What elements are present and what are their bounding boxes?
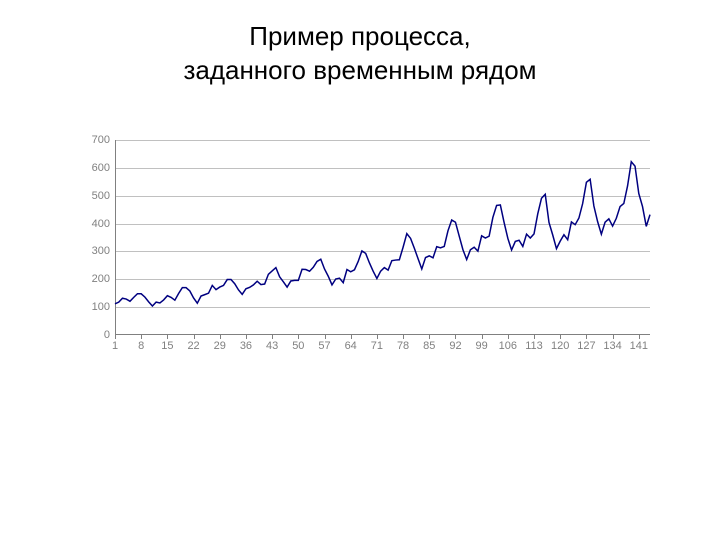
x-axis-label: 64 (345, 340, 357, 352)
x-tick (167, 335, 168, 339)
x-axis-label: 106 (499, 340, 517, 352)
x-tick (482, 335, 483, 339)
x-tick (455, 335, 456, 339)
x-tick (586, 335, 587, 339)
x-axis-label: 141 (630, 340, 648, 352)
x-axis-label: 113 (525, 340, 543, 352)
title-line1: Пример процесса, (249, 21, 470, 51)
x-tick (534, 335, 535, 339)
x-tick (639, 335, 640, 339)
x-tick (220, 335, 221, 339)
x-tick (403, 335, 404, 339)
time-series-chart: 0100200300400500600700181522293643505764… (75, 140, 655, 370)
slide-title: Пример процесса, заданного временным ряд… (0, 0, 720, 88)
x-tick (194, 335, 195, 339)
x-axis-label: 50 (292, 340, 304, 352)
line-series (115, 140, 650, 335)
x-axis-label: 127 (577, 340, 595, 352)
x-tick (351, 335, 352, 339)
x-tick (377, 335, 378, 339)
x-axis-label: 1 (112, 340, 118, 352)
x-axis-label: 78 (397, 340, 409, 352)
x-tick (560, 335, 561, 339)
x-axis-label: 22 (187, 340, 199, 352)
x-axis-label: 99 (476, 340, 488, 352)
x-axis-label: 92 (449, 340, 461, 352)
title-line2: заданного временным рядом (183, 55, 536, 85)
series-line (115, 162, 650, 306)
x-tick (115, 335, 116, 339)
y-axis-label: 200 (80, 273, 110, 285)
y-axis-label: 700 (80, 134, 110, 146)
y-axis-label: 0 (80, 329, 110, 341)
x-tick (246, 335, 247, 339)
x-axis-label: 71 (371, 340, 383, 352)
x-axis-label: 15 (161, 340, 173, 352)
x-axis-label: 43 (266, 340, 278, 352)
y-axis-label: 500 (80, 190, 110, 202)
y-axis-label: 600 (80, 162, 110, 174)
x-axis-label: 36 (240, 340, 252, 352)
x-tick (272, 335, 273, 339)
y-axis-label: 400 (80, 218, 110, 230)
x-tick (613, 335, 614, 339)
x-tick (508, 335, 509, 339)
x-axis-label: 120 (551, 340, 569, 352)
y-axis-label: 300 (80, 245, 110, 257)
x-tick (429, 335, 430, 339)
y-axis-label: 100 (80, 301, 110, 313)
x-tick (325, 335, 326, 339)
x-axis-label: 85 (423, 340, 435, 352)
x-axis-label: 8 (138, 340, 144, 352)
x-tick (298, 335, 299, 339)
x-tick (141, 335, 142, 339)
x-axis-label: 57 (318, 340, 330, 352)
x-axis-label: 134 (603, 340, 621, 352)
x-axis-label: 29 (214, 340, 226, 352)
